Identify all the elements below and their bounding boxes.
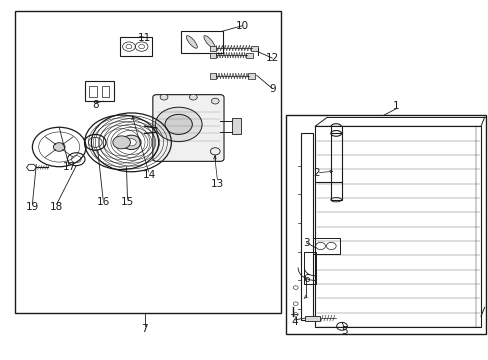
Text: 10: 10 [235,21,248,31]
Circle shape [160,94,167,100]
Bar [210,73,216,78]
FancyBboxPatch shape [153,95,224,161]
Bar [102,86,109,97]
Ellipse shape [203,36,214,48]
Circle shape [122,135,141,149]
Bar [232,118,241,134]
Text: 16: 16 [96,197,109,207]
Bar [315,126,480,327]
Bar [312,238,339,253]
Circle shape [126,139,136,146]
Bar [248,73,255,78]
Bar [120,37,152,56]
Circle shape [211,98,219,104]
Bar [300,134,312,320]
Bar [15,12,281,313]
Bar [245,53,252,58]
Circle shape [113,136,130,149]
Text: 15: 15 [121,197,134,207]
Text: 7: 7 [141,324,147,334]
Text: 5: 5 [341,325,347,336]
Circle shape [155,107,202,141]
Text: 11: 11 [138,33,151,43]
Text: 17: 17 [62,162,76,172]
Circle shape [164,114,192,134]
Bar [285,116,485,334]
Text: 18: 18 [50,202,63,212]
Bar [210,45,216,50]
Text: 3: 3 [303,238,309,248]
Bar [210,53,216,58]
Bar [181,31,222,53]
Text: 19: 19 [26,202,39,212]
Text: 2: 2 [313,168,319,178]
Circle shape [189,94,197,100]
Bar [250,45,257,50]
Text: 12: 12 [265,53,278,63]
Text: 4: 4 [291,317,297,327]
Bar [89,86,97,97]
Text: 1: 1 [391,102,398,112]
Bar [304,252,316,284]
Circle shape [53,143,65,151]
Text: 8: 8 [92,100,99,110]
Text: 6: 6 [303,274,309,284]
Bar [84,81,114,101]
Bar [305,316,320,320]
Ellipse shape [186,36,197,48]
Text: 13: 13 [211,179,224,189]
Text: 9: 9 [268,84,275,94]
Bar [330,134,341,200]
Text: 14: 14 [142,170,156,180]
